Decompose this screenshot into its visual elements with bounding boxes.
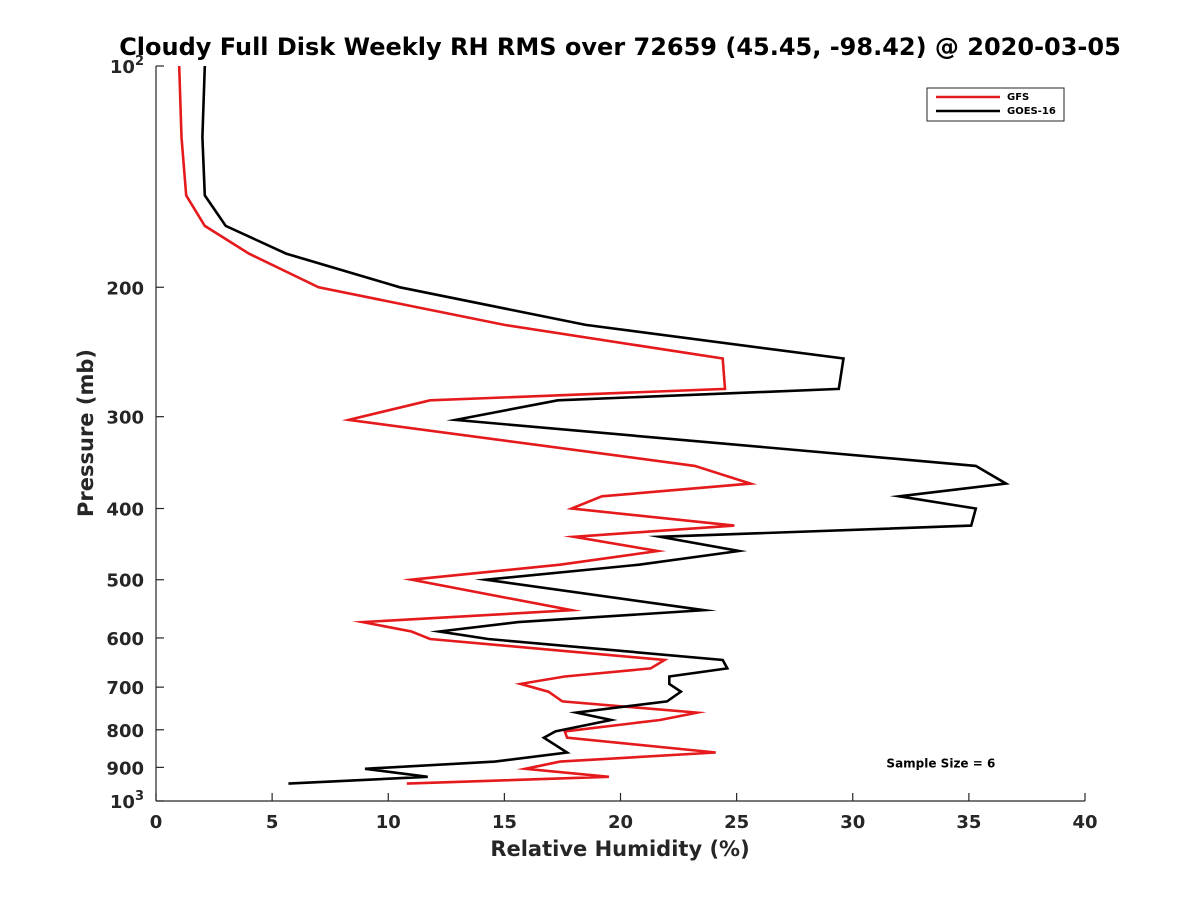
y-ticks: 102 200 300 400 500 600 700 800 900 103 (106, 54, 164, 813)
y-tick-label: 500 (106, 571, 144, 592)
series-line-goes-16 (201, 65, 1010, 785)
y-tick-label: 103 (110, 789, 144, 813)
legend: GFS GOES-16 (926, 87, 1065, 122)
y-tick-label: 200 (106, 278, 144, 299)
legend-label-gfs: GFS (1007, 92, 1029, 103)
x-tick-label: 40 (1072, 812, 1097, 833)
y-tick-label: 700 (106, 678, 144, 699)
y-tick-label: 300 (106, 408, 144, 429)
series-line-gfs (177, 65, 758, 785)
series-lines (177, 65, 1010, 785)
x-tick-label: 15 (492, 812, 517, 833)
chart-title: Cloudy Full Disk Weekly RH RMS over 7265… (119, 33, 1121, 61)
x-axis-label: Relative Humidity (%) (490, 837, 749, 861)
x-tick-label: 0 (150, 812, 163, 833)
sample-size-annotation: Sample Size = 6 (886, 756, 995, 770)
x-tick-label: 30 (840, 812, 865, 833)
x-ticks: 0 5 10 15 20 25 30 35 40 (150, 793, 1098, 833)
x-tick-label: 20 (608, 812, 633, 833)
legend-box (926, 87, 1065, 122)
y-axis-label: Pressure (mb) (74, 349, 98, 517)
y-tick-label: 600 (106, 629, 144, 650)
y-tick-label: 102 (110, 54, 144, 78)
x-tick-label: 5 (266, 812, 279, 833)
x-tick-label: 10 (376, 812, 401, 833)
y-tick-label: 800 (106, 721, 144, 742)
y-tick-label: 400 (106, 500, 144, 521)
legend-label-goes-16: GOES-16 (1007, 106, 1056, 117)
plot-area: 0 5 10 15 20 25 30 35 40 102 200 300 400 500 600 700 80… (106, 54, 1097, 833)
x-tick-label: 35 (956, 812, 981, 833)
x-tick-label: 25 (724, 812, 749, 833)
y-tick-label: 900 (106, 758, 144, 779)
